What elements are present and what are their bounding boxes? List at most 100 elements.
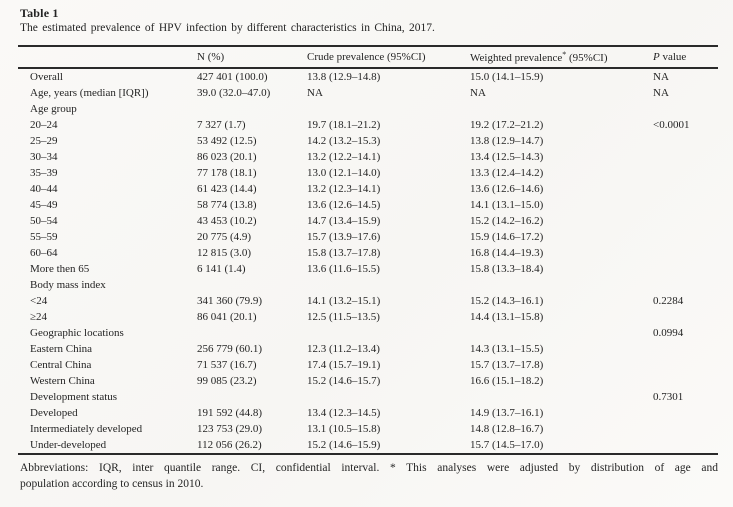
crude-prevalence-cell: 15.7 (13.9–17.6) [307, 231, 381, 243]
table-row: Development status 0.7301 [18, 389, 718, 405]
p-value-cell [653, 357, 718, 373]
crude-prevalence-cell: 13.6 (11.6–15.5) [307, 263, 380, 275]
table-row: Under-developed 112 056 (26.2) 15.2 (14.… [18, 437, 718, 453]
p-value-cell [653, 373, 718, 389]
p-value-cell [653, 229, 718, 245]
row-label-cell: Overall [30, 71, 63, 83]
header-weighted-prevalence: Weighted prevalence* (95%CI) [470, 50, 608, 64]
weighted-prevalence-cell: 15.9 (14.6–17.2) [470, 231, 544, 243]
row-label-cell: Western China [30, 375, 95, 387]
crude-prevalence-cell: 15.2 (14.6–15.7) [307, 375, 381, 387]
n-percent-cell: 71 537 (16.7) [197, 359, 257, 371]
n-percent-cell: 7 327 (1.7) [197, 119, 246, 131]
crude-prevalence-cell [307, 325, 470, 341]
p-value-cell [653, 165, 718, 181]
n-percent-cell: 58 774 (13.8) [197, 199, 257, 211]
table-row: 25–29 53 492 (12.5) 14.2 (13.2–15.3) 13.… [18, 133, 718, 149]
crude-prevalence-cell: 12.3 (11.2–13.4) [307, 343, 380, 355]
p-value-cell [653, 421, 718, 437]
weighted-prevalence-cell [470, 277, 653, 293]
weighted-prevalence-cell: 15.8 (13.3–18.4) [470, 263, 544, 275]
weighted-prevalence-cell: 13.4 (12.5–14.3) [470, 151, 544, 163]
weighted-prevalence-cell [470, 101, 653, 117]
crude-prevalence-cell: 13.6 (12.6–14.5) [307, 199, 381, 211]
n-percent-cell: 191 592 (44.8) [197, 407, 263, 419]
row-label-cell: 60–64 [30, 247, 58, 259]
weighted-prevalence-cell: 14.4 (13.1–15.8) [470, 311, 544, 323]
table-row: 55–59 20 775 (4.9) 15.7 (13.9–17.6) 15.9… [18, 229, 718, 245]
row-label-cell: Body mass index [30, 279, 106, 291]
p-value-cell: NA [653, 87, 669, 99]
weighted-prevalence-cell: 15.7 (14.5–17.0) [470, 439, 544, 451]
weighted-prevalence-cell: 15.7 (13.7–17.8) [470, 359, 544, 371]
row-label-cell: Development status [30, 391, 118, 403]
weighted-prevalence-cell: 14.9 (13.7–16.1) [470, 407, 544, 419]
prevalence-table: N (%) Crude prevalence (95%CI) Weighted … [18, 45, 718, 455]
table-caption: The estimated prevalence of HPV infectio… [20, 22, 435, 34]
weighted-prevalence-cell: 15.0 (14.1–15.9) [470, 71, 544, 83]
table-footnote: Abbreviations: IQR, inter quantile range… [20, 461, 718, 492]
weighted-prevalence-cell: 15.2 (14.2–16.2) [470, 215, 544, 227]
table-row: Central China 71 537 (16.7) 17.4 (15.7–1… [18, 357, 718, 373]
p-value-cell: 0.0994 [653, 327, 684, 339]
table-row: 20–24 7 327 (1.7) 19.7 (18.1–21.2) 19.2 … [18, 117, 718, 133]
table-row: <24 341 360 (79.9) 14.1 (13.2–15.1) 15.2… [18, 293, 718, 309]
n-percent-cell: 427 401 (100.0) [197, 71, 268, 83]
header-n-percent: N (%) [197, 51, 225, 63]
weighted-prevalence-cell: 15.2 (14.3–16.1) [470, 295, 544, 307]
weighted-prevalence-cell: 16.6 (15.1–18.2) [470, 375, 544, 387]
row-label-cell: Intermediately developed [30, 423, 143, 435]
p-value-cell: NA [653, 71, 669, 83]
crude-prevalence-cell: 13.2 (12.2–14.1) [307, 151, 381, 163]
n-percent-cell [197, 389, 307, 405]
crude-prevalence-cell [307, 277, 470, 293]
weighted-prevalence-cell: 13.3 (12.4–14.2) [470, 167, 544, 179]
n-percent-cell: 86 023 (20.1) [197, 151, 257, 163]
n-percent-cell: 256 779 (60.1) [197, 343, 263, 355]
table-row: Eastern China 256 779 (60.1) 12.3 (11.2–… [18, 341, 718, 357]
n-percent-cell [197, 101, 307, 117]
header-p-value: P value [653, 51, 687, 63]
table-row: 40–44 61 423 (14.4) 13.2 (12.3–14.1) 13.… [18, 181, 718, 197]
table-row: More then 65 6 141 (1.4) 13.6 (11.6–15.5… [18, 261, 718, 277]
crude-prevalence-cell: 13.0 (12.1–14.0) [307, 167, 381, 179]
n-percent-cell: 99 085 (23.2) [197, 375, 257, 387]
table-body: Overall 427 401 (100.0) 13.8 (12.9–14.8)… [18, 69, 718, 455]
table-row: 50–54 43 453 (10.2) 14.7 (13.4–15.9) 15.… [18, 213, 718, 229]
weighted-prevalence-cell [470, 389, 653, 405]
weighted-prevalence-cell: 14.1 (13.1–15.0) [470, 199, 544, 211]
table-row: ≥24 86 041 (20.1) 12.5 (11.5–13.5) 14.4 … [18, 309, 718, 325]
crude-prevalence-cell [307, 389, 470, 405]
row-label-cell: Under-developed [30, 439, 107, 451]
p-value-cell [653, 341, 718, 357]
row-label-cell: 20–24 [30, 119, 58, 131]
table-row: Intermediately developed 123 753 (29.0) … [18, 421, 718, 437]
row-label-cell: Central China [30, 359, 92, 371]
table-row: Age, years (median [IQR]) 39.0 (32.0–47.… [18, 85, 718, 101]
crude-prevalence-cell [307, 101, 470, 117]
row-label-cell: More then 65 [30, 263, 90, 275]
table-row: 35–39 77 178 (18.1) 13.0 (12.1–14.0) 13.… [18, 165, 718, 181]
p-value-cell [653, 309, 718, 325]
crude-prevalence-cell: 15.8 (13.7–17.8) [307, 247, 381, 259]
n-percent-cell: 6 141 (1.4) [197, 263, 246, 275]
table-row: Geographic locations 0.0994 [18, 325, 718, 341]
p-value-cell [653, 245, 718, 261]
n-percent-cell: 123 753 (29.0) [197, 423, 263, 435]
table-row: Western China 99 085 (23.2) 15.2 (14.6–1… [18, 373, 718, 389]
row-label-cell: ≥24 [30, 311, 48, 323]
crude-prevalence-cell: 14.2 (13.2–15.3) [307, 135, 381, 147]
p-value-cell [653, 277, 718, 293]
crude-prevalence-cell: 13.2 (12.3–14.1) [307, 183, 381, 195]
n-percent-cell: 86 041 (20.1) [197, 311, 257, 323]
table-row: Overall 427 401 (100.0) 13.8 (12.9–14.8)… [18, 69, 718, 85]
crude-prevalence-cell: 13.4 (12.3–14.5) [307, 407, 381, 419]
n-percent-cell: 39.0 (32.0–47.0) [197, 87, 271, 99]
table-row: Developed 191 592 (44.8) 13.4 (12.3–14.5… [18, 405, 718, 421]
crude-prevalence-cell: 13.1 (10.5–15.8) [307, 423, 381, 435]
weighted-prevalence-cell: NA [470, 87, 486, 99]
n-percent-cell: 20 775 (4.9) [197, 231, 252, 243]
p-value-cell [653, 213, 718, 229]
footnote-line-2: population according to census in 2010. [20, 477, 204, 490]
